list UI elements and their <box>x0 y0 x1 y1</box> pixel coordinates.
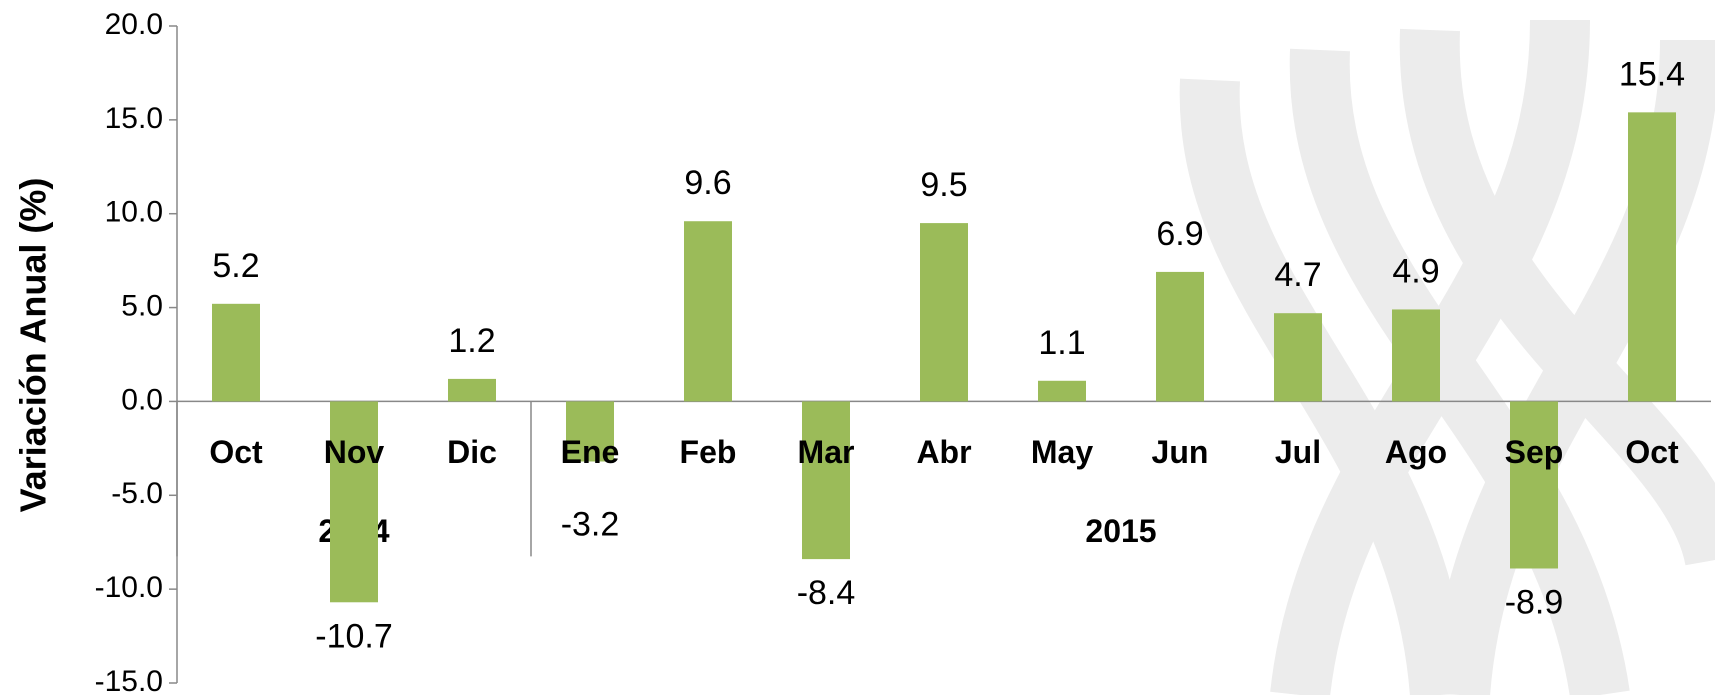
x-tick-label: Dic <box>447 434 497 470</box>
data-label: 6.9 <box>1156 215 1203 253</box>
x-tick-label: Oct <box>209 434 263 470</box>
x-tick-label: Oct <box>1625 434 1679 470</box>
x-tick-label: Nov <box>324 434 385 470</box>
group-label: 2015 <box>1085 513 1156 549</box>
data-label: 4.7 <box>1274 256 1321 294</box>
y-tick-label: -10.0 <box>95 571 163 604</box>
bar <box>1392 309 1440 402</box>
bar <box>1274 313 1322 402</box>
data-label: -10.7 <box>315 617 393 655</box>
y-tick-label: 20.0 <box>105 8 163 41</box>
bar <box>920 223 968 402</box>
x-tick-label: Feb <box>680 434 737 470</box>
data-label: 1.1 <box>1038 324 1085 362</box>
x-tick-label: Ene <box>561 434 620 470</box>
bar <box>1510 401 1558 569</box>
data-label: 4.9 <box>1392 252 1439 290</box>
y-axis-label: Variación Anual (%) <box>13 178 54 513</box>
x-tick-label: Abr <box>916 434 971 470</box>
y-tick-label: -5.0 <box>111 477 163 510</box>
bar <box>802 401 850 560</box>
bar <box>448 378 496 402</box>
data-label: -8.4 <box>797 574 856 612</box>
bar <box>684 221 732 402</box>
y-tick-label: 0.0 <box>121 383 163 416</box>
bar <box>212 303 260 402</box>
data-label: 5.2 <box>212 247 259 285</box>
bar <box>1038 380 1086 402</box>
x-tick-label: Jun <box>1152 434 1209 470</box>
data-label: -3.2 <box>561 505 620 543</box>
bar <box>330 401 378 603</box>
background-decoration <box>1179 19 1715 695</box>
y-tick-label: -15.0 <box>95 665 163 695</box>
data-label: 9.5 <box>920 166 967 204</box>
bar <box>1628 112 1676 402</box>
bar <box>566 401 614 462</box>
x-tick-label: Jul <box>1275 434 1321 470</box>
data-label: 15.4 <box>1619 55 1685 93</box>
x-tick-label: Mar <box>798 434 855 470</box>
x-tick-label: May <box>1031 434 1093 470</box>
y-tick-label: 10.0 <box>105 196 163 229</box>
data-label: 1.2 <box>448 322 495 360</box>
x-tick-label: Ago <box>1385 434 1447 470</box>
y-tick-label: 5.0 <box>121 289 163 322</box>
data-label: -8.9 <box>1505 583 1564 621</box>
data-label: 9.6 <box>684 164 731 202</box>
y-tick-label: 15.0 <box>105 102 163 135</box>
bar <box>1156 271 1204 402</box>
x-tick-label: Sep <box>1505 434 1564 470</box>
